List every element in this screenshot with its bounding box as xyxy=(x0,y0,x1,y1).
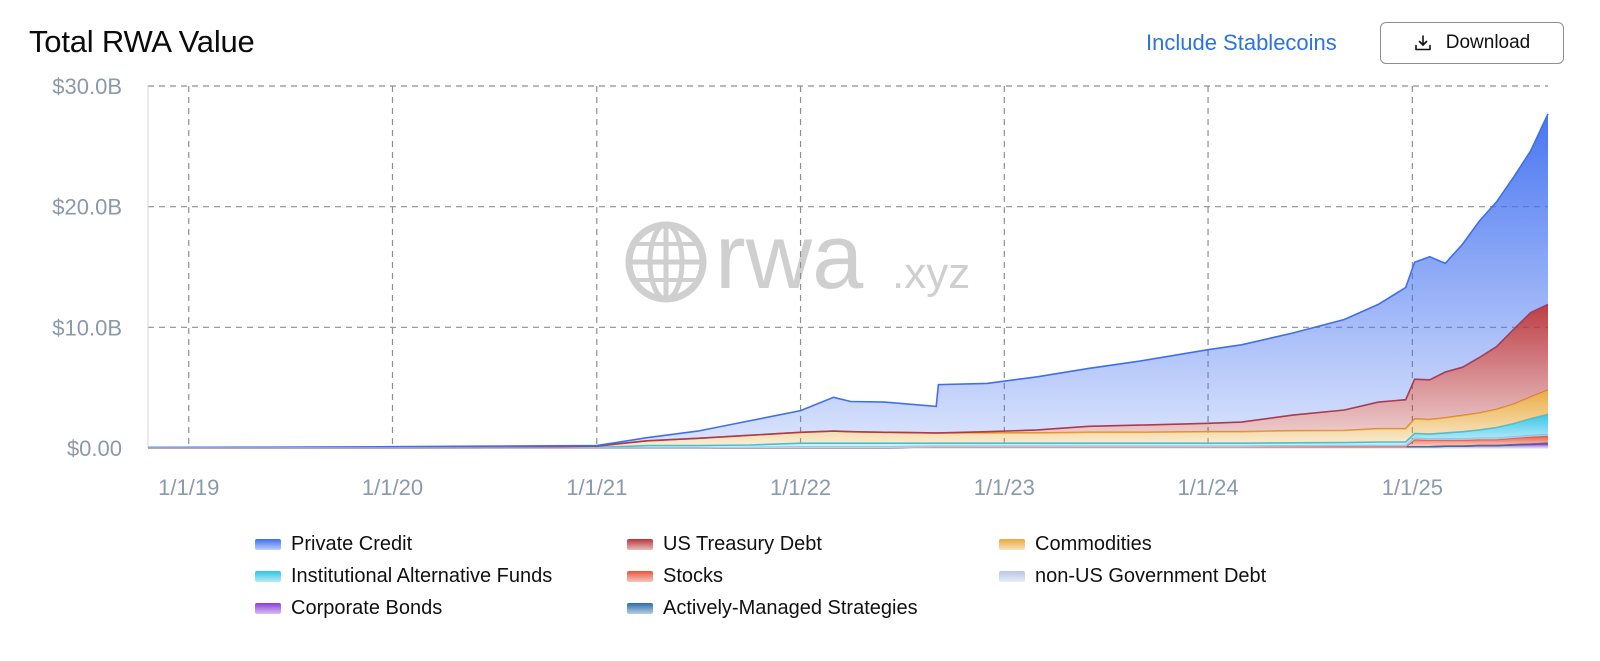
area-commodities xyxy=(148,390,1548,448)
x-tick-label: 1/1/21 xyxy=(566,475,627,500)
legend-label: Corporate Bonds xyxy=(291,597,443,619)
download-label: Download xyxy=(1445,32,1531,53)
area-private-credit xyxy=(148,113,1548,449)
chart-title: Total RWA Value xyxy=(29,24,255,59)
legend-swatch xyxy=(999,571,1025,582)
watermark-brand: rwa xyxy=(715,206,864,308)
line-private-credit xyxy=(147,113,1549,449)
legend-swatch xyxy=(627,571,653,582)
x-tick-label: 1/1/19 xyxy=(158,475,219,500)
legend-swatch xyxy=(255,539,281,550)
legend-item-actively-managed-strategies[interactable]: Actively-Managed Strategies xyxy=(627,597,918,620)
chart-legend: Private Credit US Treasury Debt Commoditie… xyxy=(255,533,1355,633)
y-tick-label: $0.00 xyxy=(67,436,122,461)
legend-item-us-treasury-debt[interactable]: US Treasury Debt xyxy=(627,533,822,556)
watermark: rwa .xyz xyxy=(625,206,970,308)
legend-label: Institutional Alternative Funds xyxy=(291,565,553,587)
legend-label: Actively-Managed Strategies xyxy=(663,597,918,619)
area-stocks xyxy=(148,435,1548,448)
legend-item-commodities[interactable]: Commodities xyxy=(999,533,1152,556)
y-tick-label: $20.0B xyxy=(52,195,122,220)
legend-swatch xyxy=(255,603,281,614)
legend-item-private-credit[interactable]: Private Credit xyxy=(255,533,412,556)
watermark-suffix: .xyz xyxy=(892,249,970,298)
legend-label: Stocks xyxy=(663,565,724,587)
x-tick-label: 1/1/25 xyxy=(1382,475,1443,500)
x-tick-label: 1/1/24 xyxy=(1177,475,1238,500)
legend-swatch xyxy=(627,539,653,550)
download-button[interactable]: Download xyxy=(1380,22,1564,64)
include-stablecoins-toggle[interactable]: Include Stablecoins xyxy=(1146,30,1337,55)
legend-swatch xyxy=(255,571,281,582)
legend-label: Private Credit xyxy=(291,533,413,555)
legend-item-non-us-government-debt[interactable]: non-US Government Debt xyxy=(999,565,1266,588)
rwa-area-chart: rwa .xyz $0.00 $10.0B $20.0B $30.0B 1/1/19 1/1/… xyxy=(52,74,1549,500)
x-tick-label: 1/1/22 xyxy=(770,475,831,500)
y-tick-label: $10.0B xyxy=(52,315,122,340)
x-tick-label: 1/1/23 xyxy=(974,475,1035,500)
legend-swatch xyxy=(999,539,1025,550)
legend-swatch xyxy=(627,603,653,614)
legend-item-stocks[interactable]: Stocks xyxy=(627,565,723,588)
legend-label: Commodities xyxy=(1035,533,1152,555)
legend-label: US Treasury Debt xyxy=(663,533,822,555)
download-icon xyxy=(1414,34,1432,52)
legend-item-corporate-bonds[interactable]: Corporate Bonds xyxy=(255,597,442,620)
x-tick-label: 1/1/20 xyxy=(362,475,423,500)
y-tick-label: $30.0B xyxy=(52,74,122,99)
legend-item-institutional-alternative-funds[interactable]: Institutional Alternative Funds xyxy=(255,565,552,588)
legend-label: non-US Government Debt xyxy=(1035,565,1267,587)
